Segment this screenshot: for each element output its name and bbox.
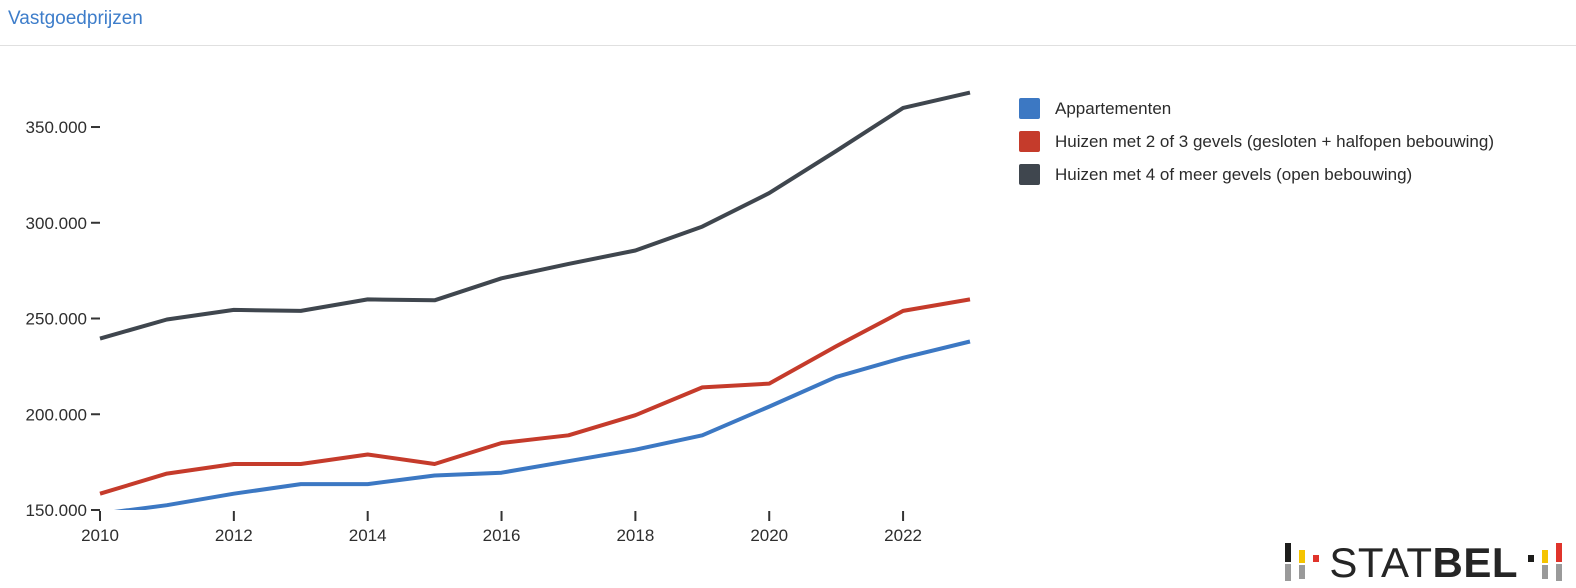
series-line-appartementen <box>113 339 971 510</box>
logo-bar-gray <box>1542 565 1548 579</box>
logo-bar-yellow <box>1542 550 1548 563</box>
logo-dot-black <box>1528 555 1534 562</box>
legend-swatch-huizen-2-3-gevels <box>1019 131 1040 152</box>
page-title[interactable]: Vastgoedprijzen <box>8 8 143 29</box>
chart-legend: Appartementen Huizen met 2 of 3 gevels (… <box>1019 98 1494 185</box>
x-axis-label: 2020 <box>750 526 788 545</box>
logo-bar-black <box>1285 543 1292 562</box>
price-line-chart: 150.000 200.000 250.000 300.000 350.000 2010 2… <box>26 90 971 545</box>
logo-text-bel: BEL <box>1432 539 1518 586</box>
x-axis-label: 2016 <box>483 526 521 545</box>
y-axis-label: 350.000 <box>26 118 87 137</box>
x-axis-label: 2012 <box>215 526 253 545</box>
y-axis-label: 250.000 <box>26 310 87 329</box>
legend-label-huizen-4-meer-gevels: Huizen met 4 of meer gevels (open bebouw… <box>1055 164 1413 184</box>
logo-bar-red <box>1556 543 1562 562</box>
y-axis-label: 150.000 <box>26 501 87 520</box>
y-axis-label: 200.000 <box>26 405 87 424</box>
logo-bar-gray <box>1299 565 1306 579</box>
series-line-huizen-met-4-of-meer-gevels-open-bebouwing <box>99 90 971 341</box>
legend-item-huizen-4-meer-gevels[interactable]: Huizen met 4 of meer gevels (open bebouw… <box>1019 164 1494 185</box>
statbel-logo-wordmark: STATBEL <box>1329 542 1518 584</box>
x-axis-label: 2010 <box>81 526 119 545</box>
statbel-logo-right-mark <box>1528 543 1562 583</box>
statbel-logo: STATBEL <box>1285 542 1562 584</box>
legend-item-huizen-2-3-gevels[interactable]: Huizen met 2 of 3 gevels (gesloten + hal… <box>1019 131 1494 152</box>
legend-label-huizen-2-3-gevels: Huizen met 2 of 3 gevels (gesloten + hal… <box>1055 131 1494 151</box>
logo-bar-yellow <box>1299 550 1306 563</box>
series-line-huizen-met-2-of-3-gevels-gesloten-halfopen-bebouwing <box>99 297 971 496</box>
legend-label-appartementen: Appartementen <box>1055 98 1172 118</box>
x-axis-label: 2022 <box>884 526 922 545</box>
y-axis-label: 300.000 <box>26 214 87 233</box>
legend-swatch-appartementen <box>1019 98 1040 119</box>
logo-bar-gray <box>1285 564 1292 581</box>
legend-swatch-huizen-4-meer-gevels <box>1019 164 1040 185</box>
statbel-logo-left-mark <box>1285 543 1320 583</box>
logo-bar-gray <box>1556 564 1562 581</box>
header-divider <box>0 45 1576 46</box>
logo-text-stat: STAT <box>1329 539 1433 586</box>
logo-dot-red <box>1313 555 1320 562</box>
legend-item-appartementen[interactable]: Appartementen <box>1019 98 1494 119</box>
x-axis-label: 2018 <box>616 526 654 545</box>
x-axis-label: 2014 <box>349 526 387 545</box>
